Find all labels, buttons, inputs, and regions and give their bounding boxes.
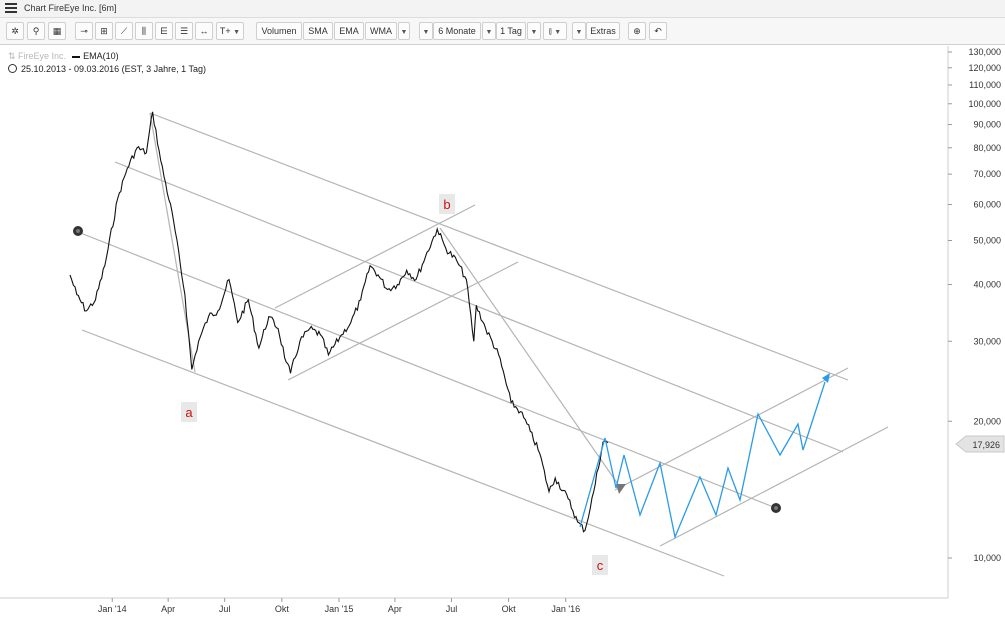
instrument-prefix: ⇅	[8, 51, 19, 61]
y-axis: 130,000 120,000 110,000 100,000 90,000 80,000…	[948, 47, 1001, 563]
channel-handles[interactable]	[73, 226, 781, 513]
gear-icon[interactable]: ✲	[6, 22, 24, 40]
x-tick-label: Jan '15	[325, 604, 354, 614]
channel-line-upper	[149, 112, 849, 381]
y-tick-label: 100,000	[968, 99, 1001, 109]
zoom-icon[interactable]: ⊕	[628, 22, 646, 40]
y-tick-label: 110,000	[969, 80, 1001, 90]
line-tool-icon[interactable]: ⊸	[75, 22, 93, 40]
ema-legend-swatch	[72, 55, 81, 58]
ema-legend-label: EMA(10)	[83, 51, 119, 61]
x-tick-label: Jul	[219, 604, 231, 614]
candle-type-icon[interactable]: ⫾ ▼	[543, 22, 567, 40]
x-tick-label: Apr	[388, 604, 402, 614]
text-tool-icon[interactable]: T+ ▼	[216, 22, 244, 40]
trend-tool-icon[interactable]: ⟋	[115, 22, 133, 40]
last-price-tag: 17,926	[955, 435, 1005, 453]
blue-projection	[579, 373, 830, 540]
wave-labels: a b c	[181, 194, 608, 575]
channel-line-lower	[81, 329, 725, 577]
y-tick-label: 40,000	[973, 280, 1001, 290]
b-channel-upper	[274, 204, 476, 309]
wave-label-b: b	[443, 197, 450, 212]
sma-button[interactable]: SMA	[303, 22, 333, 40]
y-tick-label: 10,000	[973, 553, 1001, 563]
extras-button[interactable]: Extras	[586, 22, 620, 40]
chart-legend: ⇅ FireEye Inc. EMA(10) 25.10.2013 - 09.03…	[8, 50, 206, 76]
y-tick-label: 20,000	[973, 416, 1001, 426]
undo-icon[interactable]: ↶	[649, 22, 667, 40]
ab-trendline	[149, 112, 196, 373]
x-tick-label: Okt	[502, 604, 517, 614]
volume-button[interactable]: Volumen	[256, 22, 302, 40]
forecast-channel-lower	[659, 426, 889, 547]
interval-more-dropdown[interactable]: ▼	[527, 22, 541, 40]
label-a-box	[181, 402, 197, 422]
gray-arrow-marker	[616, 484, 626, 494]
y-tick-label: 120,000	[968, 63, 1001, 73]
channel-line-middle-lower	[77, 231, 777, 509]
y-tick-label: 80,000	[973, 143, 1001, 153]
last-price-bg	[955, 435, 1005, 453]
y-tick-label: 50,000	[973, 235, 1001, 245]
x-axis: Jan '14 Apr Jul Okt Jan '15 Apr Jul Okt Jan '16	[98, 598, 580, 614]
x-tick-label: Jul	[446, 604, 458, 614]
projection-arrowhead	[822, 373, 830, 383]
wma-button[interactable]: WMA	[365, 22, 397, 40]
wave-label-c: c	[597, 558, 604, 573]
drawing-tools-layer	[77, 112, 889, 577]
instrument-name: FireEye Inc.	[18, 51, 67, 61]
search-icon[interactable]: ⚲	[27, 22, 45, 40]
x-tick-label: Apr	[161, 604, 175, 614]
last-price-label: 17,926	[972, 440, 1000, 450]
y-tick-label: 30,000	[973, 336, 1001, 346]
window-titlebar: Chart FireEye Inc. [6m]	[0, 0, 1005, 18]
chart-toolbar: ✲ ⚲ ▦ ⊸ ⊞ ⟋ ⫼ ⋿ ☰ ↔ T+ ▼ Volumen SMA EMA…	[0, 18, 1005, 45]
indicator-dropdown[interactable]: ▼	[398, 22, 410, 40]
axis-frame	[0, 46, 949, 599]
channel-line-middle-upper	[114, 161, 844, 453]
wave-label-a: a	[185, 405, 193, 420]
x-tick-label: Jan '16	[551, 604, 580, 614]
forecast-channel-upper	[614, 367, 849, 491]
x-tick-label: Jan '14	[98, 604, 127, 614]
fib-tool-icon[interactable]: ⊞	[95, 22, 113, 40]
date-range: 25.10.2013 - 09.03.2016 (EST, 3 Jahre, 1…	[21, 64, 206, 74]
interval-dropdown-arrow[interactable]: ▼	[482, 22, 496, 40]
hamburger-menu-icon[interactable]	[5, 3, 17, 15]
interval-select[interactable]: 1 Tag	[496, 22, 526, 40]
channel-icon[interactable]: ⋿	[155, 22, 173, 40]
projection-path	[579, 381, 826, 540]
extras-dropdown-arrow[interactable]: ▼	[572, 22, 586, 40]
y-tick-label: 60,000	[973, 200, 1001, 210]
grid-icon[interactable]: ▦	[48, 22, 66, 40]
lines-icon[interactable]: ☰	[175, 22, 193, 40]
period-dropdown-arrow[interactable]: ▼	[419, 22, 433, 40]
y-tick-label: 90,000	[973, 120, 1001, 130]
bc-trendline	[439, 227, 623, 491]
period-select[interactable]: 6 Monate	[433, 22, 481, 40]
window-title: Chart FireEye Inc. [6m]	[24, 3, 117, 13]
y-tick-label: 130,000	[968, 47, 1001, 57]
label-b-box	[439, 194, 455, 214]
label-c-box	[592, 555, 608, 575]
clock-icon	[8, 64, 17, 73]
x-tick-label: Okt	[275, 604, 290, 614]
bars-icon[interactable]: ⫼	[135, 22, 153, 40]
b-channel-lower	[287, 261, 519, 381]
measure-icon[interactable]: ↔	[195, 22, 213, 40]
price-series-line	[69, 111, 609, 533]
ema-button[interactable]: EMA	[334, 22, 364, 40]
y-tick-label: 70,000	[973, 169, 1001, 179]
